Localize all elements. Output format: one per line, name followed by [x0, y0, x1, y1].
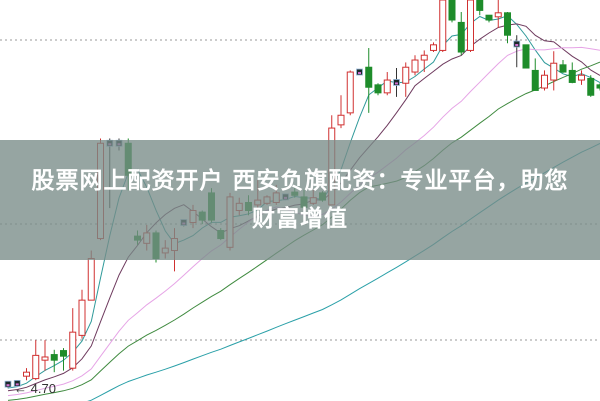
- candle-marker-dot: [15, 383, 19, 386]
- candle-up: [32, 354, 40, 380]
- candle-up: [550, 62, 558, 81]
- candle-up: [41, 356, 49, 361]
- candle-down: [531, 69, 539, 91]
- candle-marker-dot: [515, 44, 519, 47]
- candle-down: [596, 84, 600, 89]
- candle-up: [420, 54, 428, 61]
- candle-down: [587, 77, 595, 96]
- candle-down: [448, 0, 456, 21]
- candle-up: [23, 371, 30, 377]
- candle-down: [457, 21, 465, 53]
- candle-down: [365, 66, 373, 88]
- candle-down: [374, 84, 382, 94]
- candle-down: [476, 0, 484, 11]
- candle-marker-dot: [6, 384, 10, 387]
- candle-down: [522, 44, 530, 69]
- candle-down: [568, 69, 576, 83]
- candle-up: [411, 59, 419, 73]
- banner-title: 股票网上配资开户 西安负旗配资：专业平台，助您财富增值: [31, 168, 569, 232]
- price-label: ← 4.70: [14, 381, 56, 396]
- candle-up: [383, 79, 391, 94]
- candle-up: [78, 299, 86, 336]
- candle-up: [578, 74, 585, 81]
- candle-up: [430, 44, 437, 51]
- price-label-value: 4.70: [30, 381, 56, 396]
- candle-down: [559, 64, 567, 73]
- candle-up: [541, 74, 548, 89]
- candle-up: [439, 0, 447, 51]
- candle-up: [467, 0, 474, 51]
- candle-up: [337, 114, 345, 126]
- candle-down: [485, 14, 493, 21]
- candle-down: [60, 350, 67, 357]
- candle-up: [494, 12, 502, 18]
- candle-down: [50, 354, 58, 361]
- title-banner: 股票网上配资开户 西安负旗配资：专业平台，助您财富增值: [0, 140, 600, 260]
- candle-down: [504, 12, 511, 36]
- candle-marker-dot: [395, 82, 398, 85]
- candle-up: [402, 66, 410, 84]
- candle-up: [87, 258, 95, 301]
- candle-up: [346, 71, 354, 114]
- candle-marker-dot: [358, 72, 361, 75]
- candle-up: [69, 331, 77, 369]
